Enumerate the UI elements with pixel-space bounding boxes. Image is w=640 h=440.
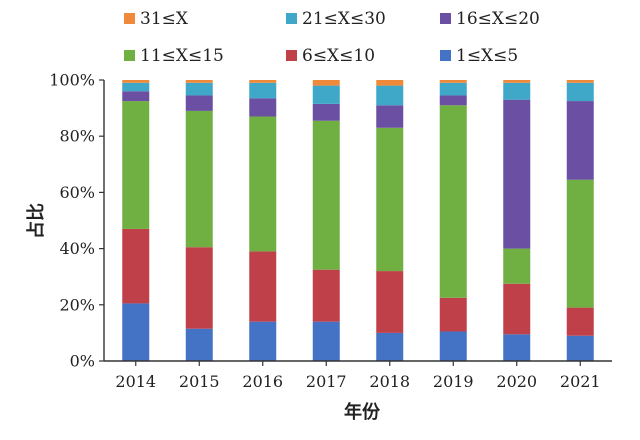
y-tick-label-80pct: 80% — [59, 127, 95, 146]
y-tick-label-40pct: 40% — [59, 239, 95, 258]
legend-swatch — [286, 50, 297, 61]
bar-segment-2020-s3 — [503, 248, 531, 284]
bar-segment-2018-s4 — [376, 105, 404, 128]
x-tick-label-2019: 2019 — [433, 372, 474, 391]
bar-group-2018 — [376, 80, 404, 361]
bar-segment-2016-s1 — [249, 321, 277, 361]
legend-label: 6≤X≤10 — [302, 46, 375, 66]
bar-segment-2015-s6 — [185, 80, 213, 83]
bar-segment-2020-s2 — [503, 283, 531, 335]
legend-entry-1: 31≤X — [124, 9, 189, 29]
bar-group-2015 — [185, 80, 213, 361]
y-tick-label-100pct: 100% — [49, 71, 95, 90]
bar-segment-2016-s6 — [249, 80, 277, 83]
x-tick-label-2015: 2015 — [179, 372, 220, 391]
bar-segment-2015-s4 — [185, 95, 213, 111]
bar-segment-2016-s5 — [249, 82, 277, 99]
bar-segment-2018-s3 — [376, 127, 404, 272]
bar-segment-2016-s2 — [249, 251, 277, 322]
bar-segment-2018-s1 — [376, 332, 404, 361]
bar-group-2017 — [312, 80, 340, 361]
bar-segment-2020-s1 — [503, 334, 531, 361]
bar-segment-2020-s5 — [503, 82, 531, 100]
bar-segment-2021-s6 — [566, 80, 594, 83]
bars — [122, 80, 594, 361]
bar-segment-2018-s5 — [376, 85, 404, 106]
bar-segment-2017-s4 — [312, 103, 340, 121]
x-tick-label-2018: 2018 — [369, 372, 410, 391]
legend-label: 11≤X≤15 — [140, 46, 224, 66]
bar-segment-2019-s6 — [439, 80, 467, 83]
legend-label: 31≤X — [140, 9, 189, 29]
x-axis-title: 年份 — [344, 401, 381, 423]
legend-entry-3: 16≤X≤20 — [440, 9, 540, 29]
bar-segment-2014-s6 — [122, 80, 150, 83]
bar-segment-2015-s3 — [185, 110, 213, 248]
y-tick-label-60pct: 60% — [59, 183, 95, 202]
x-tick-label-2021: 2021 — [560, 372, 601, 391]
bar-segment-2016-s3 — [249, 116, 277, 252]
bar-segment-2014-s2 — [122, 228, 150, 304]
bar-segment-2015-s5 — [185, 82, 213, 96]
legend-label: 21≤X≤30 — [302, 9, 386, 29]
bar-segment-2021-s2 — [566, 307, 594, 336]
bar-segment-2021-s4 — [566, 101, 594, 180]
legend-swatch — [124, 50, 135, 61]
bar-segment-2014-s4 — [122, 91, 150, 102]
bar-segment-2017-s1 — [312, 321, 340, 361]
bar-segment-2020-s6 — [503, 80, 531, 83]
legend-label: 16≤X≤20 — [456, 9, 540, 29]
bar-segment-2019-s1 — [439, 331, 467, 361]
bar-segment-2019-s4 — [439, 95, 467, 106]
legend-entry-2: 21≤X≤30 — [286, 9, 386, 29]
x-tick-label-2017: 2017 — [306, 372, 347, 391]
bar-segment-2019-s3 — [439, 105, 467, 298]
bar-segment-2015-s1 — [185, 328, 213, 361]
legend-swatch — [440, 13, 451, 24]
bar-segment-2020-s4 — [503, 99, 531, 249]
legend-swatch — [440, 50, 451, 61]
bar-group-2016 — [249, 80, 277, 361]
bar-segment-2015-s2 — [185, 247, 213, 329]
legend-swatch — [124, 13, 135, 24]
bar-segment-2014-s3 — [122, 101, 150, 229]
y-tick-label-0pct: 0% — [70, 352, 95, 371]
x-tick-label-2014: 2014 — [115, 372, 156, 391]
bar-group-2019 — [439, 80, 467, 361]
bar-group-2021 — [566, 80, 594, 361]
legend-label: 1≤X≤5 — [456, 46, 518, 66]
legend-entry-6: 1≤X≤5 — [440, 46, 518, 66]
y-axis-title: 占比 — [25, 203, 47, 239]
bar-segment-2017-s2 — [312, 269, 340, 322]
bar-group-2020 — [503, 80, 531, 361]
bar-segment-2018-s2 — [376, 271, 404, 333]
bar-segment-2019-s2 — [439, 297, 467, 332]
bar-segment-2019-s5 — [439, 82, 467, 96]
bar-segment-2017-s3 — [312, 120, 340, 270]
axes: 占比 年份 2014 2015 2016 2017 2018 2019 2020 2021 0%… — [25, 71, 612, 423]
x-tick-label-2020: 2020 — [496, 372, 537, 391]
bar-segment-2021-s3 — [566, 179, 594, 308]
bar-segment-2017-s5 — [312, 85, 340, 104]
legend-swatch — [286, 13, 297, 24]
bar-segment-2014-s5 — [122, 82, 150, 92]
bar-segment-2021-s5 — [566, 82, 594, 102]
legend: 31≤X 21≤X≤30 16≤X≤20 11≤X≤15 6≤X≤10 1≤X≤5 — [124, 9, 540, 66]
y-tick-label-20pct: 20% — [59, 295, 95, 314]
legend-entry-5: 6≤X≤10 — [286, 46, 375, 66]
x-tick-label-2016: 2016 — [242, 372, 283, 391]
bar-segment-2021-s1 — [566, 335, 594, 361]
legend-entry-4: 11≤X≤15 — [124, 46, 224, 66]
bar-segment-2014-s1 — [122, 303, 150, 361]
bar-group-2014 — [122, 80, 150, 361]
bar-segment-2018-s6 — [376, 80, 404, 86]
bar-segment-2017-s6 — [312, 80, 340, 86]
bar-segment-2016-s4 — [249, 98, 277, 117]
